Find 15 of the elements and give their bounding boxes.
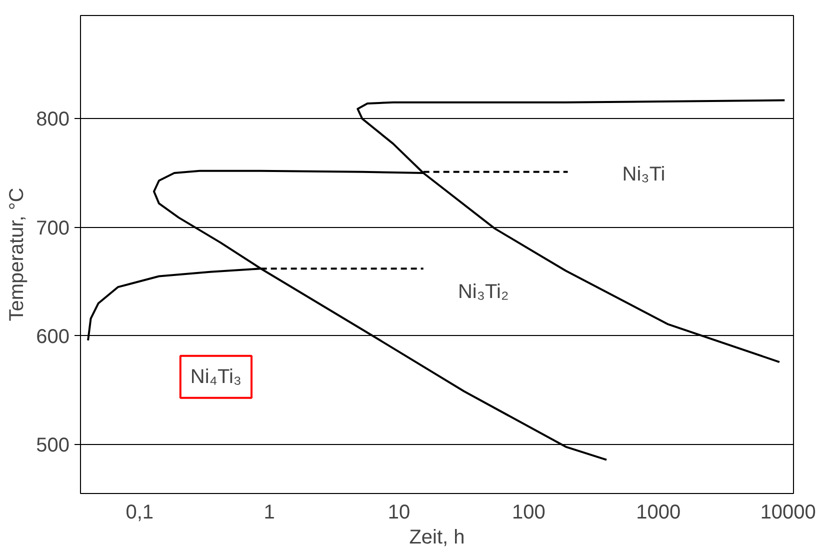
x-tick-label: 100 xyxy=(512,502,546,524)
y-axis-title: Temperatur, °C xyxy=(6,188,28,322)
x-axis-title: Zeit, h xyxy=(409,526,465,548)
y-tick-label: 800 xyxy=(36,108,70,131)
x-tick-label: 1000 xyxy=(636,502,681,524)
y-tick-label: 500 xyxy=(36,434,70,457)
x-tick-label: 10000 xyxy=(760,502,816,524)
annotation: Ni₃Ti₂ xyxy=(458,280,509,303)
y-tick-label: 700 xyxy=(36,217,70,240)
y-tick-label: 600 xyxy=(36,326,70,348)
annotation: Ni₃Ti xyxy=(622,164,666,186)
x-tick-label: 1 xyxy=(264,502,275,524)
x-tick-label: 0,1 xyxy=(126,502,154,524)
annotation: Ni₄Ti₃ xyxy=(190,366,242,388)
x-tick-label: 10 xyxy=(388,502,410,524)
